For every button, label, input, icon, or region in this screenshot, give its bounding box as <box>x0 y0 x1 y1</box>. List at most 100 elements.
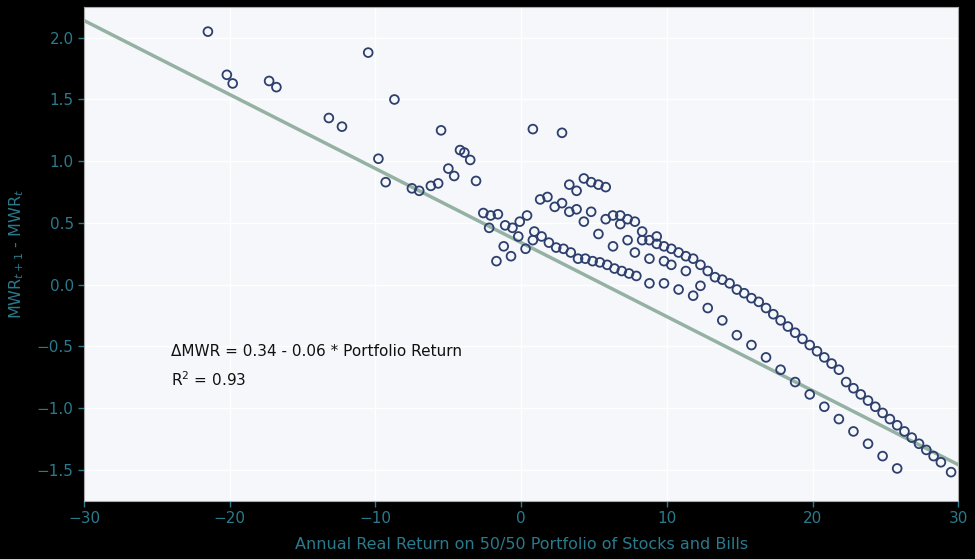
Point <box>598 215 613 224</box>
Point <box>483 211 498 220</box>
Point <box>576 217 592 226</box>
Point <box>868 402 883 411</box>
Point <box>700 304 716 312</box>
Point <box>692 260 708 269</box>
Point <box>882 415 898 424</box>
Point <box>225 79 241 88</box>
Point <box>926 452 942 461</box>
Point <box>642 279 657 288</box>
Point <box>649 239 665 248</box>
Point <box>200 27 215 36</box>
Point <box>824 359 839 368</box>
Point <box>497 221 513 230</box>
Point <box>715 275 730 284</box>
Point <box>539 192 555 201</box>
Point <box>889 464 905 473</box>
Point <box>759 353 774 362</box>
Point <box>629 272 644 281</box>
Point <box>722 279 737 288</box>
Point <box>860 439 876 448</box>
Point <box>600 260 615 269</box>
Point <box>591 180 606 189</box>
Point <box>496 242 512 251</box>
Text: ΔMWR = 0.34 - 0.06 * Portfolio Return: ΔMWR = 0.34 - 0.06 * Portfolio Return <box>172 344 462 359</box>
Point <box>845 427 861 436</box>
Point <box>635 227 650 236</box>
Point <box>678 267 693 276</box>
Point <box>729 331 745 340</box>
Point <box>361 48 376 57</box>
Point <box>692 281 708 290</box>
Point <box>370 154 386 163</box>
Point <box>261 77 277 86</box>
Point <box>656 242 672 251</box>
Point <box>627 248 643 257</box>
Point <box>505 224 521 233</box>
Point <box>563 248 578 257</box>
Point <box>656 279 672 288</box>
Point <box>568 205 584 214</box>
Point <box>592 258 607 267</box>
Point <box>532 195 548 204</box>
Point <box>831 365 846 374</box>
Point <box>751 297 766 306</box>
Point <box>912 439 927 448</box>
Point <box>462 155 478 164</box>
Point <box>765 310 781 319</box>
Point <box>904 433 919 442</box>
Point <box>801 340 817 349</box>
Point <box>736 289 752 298</box>
Point <box>627 217 643 226</box>
Point <box>585 257 601 266</box>
Point <box>918 446 934 454</box>
Point <box>554 198 569 207</box>
Point <box>404 184 419 193</box>
Point <box>378 178 394 187</box>
Point <box>518 244 533 253</box>
Y-axis label: MWR$_{t+1}$ - MWR$_t$: MWR$_{t+1}$ - MWR$_t$ <box>7 188 25 319</box>
Point <box>816 402 832 411</box>
Point <box>635 236 650 245</box>
Point <box>685 254 701 263</box>
Point <box>642 254 657 263</box>
Point <box>759 304 774 312</box>
Point <box>468 177 484 186</box>
Point <box>685 291 701 300</box>
Point <box>788 328 803 337</box>
Point <box>612 220 628 229</box>
Point <box>773 365 789 374</box>
Point <box>642 236 657 245</box>
Point <box>219 70 235 79</box>
Point <box>809 347 825 356</box>
Point <box>671 285 686 294</box>
Text: R$^2$ = 0.93: R$^2$ = 0.93 <box>172 370 247 389</box>
Point <box>334 122 350 131</box>
Point <box>598 183 613 192</box>
Point <box>943 468 958 477</box>
Point <box>503 252 519 260</box>
Point <box>568 186 584 195</box>
Point <box>526 227 542 236</box>
Point <box>853 390 869 399</box>
Point <box>773 316 789 325</box>
Point <box>838 377 854 386</box>
Point <box>526 236 541 245</box>
Point <box>423 182 439 191</box>
Point <box>612 211 628 220</box>
Point <box>556 244 571 253</box>
Point <box>671 248 686 257</box>
Point <box>605 242 621 251</box>
Point <box>788 377 803 386</box>
Point <box>520 211 535 220</box>
X-axis label: Annual Real Return on 50/50 Portfolio of Stocks and Bills: Annual Real Return on 50/50 Portfolio of… <box>294 537 748 552</box>
Point <box>801 390 817 399</box>
Point <box>554 129 569 138</box>
Point <box>831 415 846 424</box>
Point <box>562 207 577 216</box>
Point <box>583 178 599 187</box>
Point <box>845 384 861 393</box>
Point <box>512 217 527 226</box>
Point <box>482 224 497 233</box>
Point <box>678 252 693 260</box>
Point <box>700 267 716 276</box>
